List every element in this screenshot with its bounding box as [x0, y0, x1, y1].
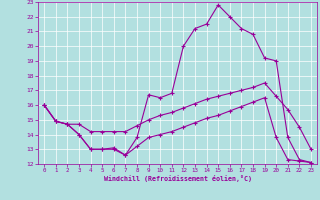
X-axis label: Windchill (Refroidissement éolien,°C): Windchill (Refroidissement éolien,°C) [104, 175, 252, 182]
